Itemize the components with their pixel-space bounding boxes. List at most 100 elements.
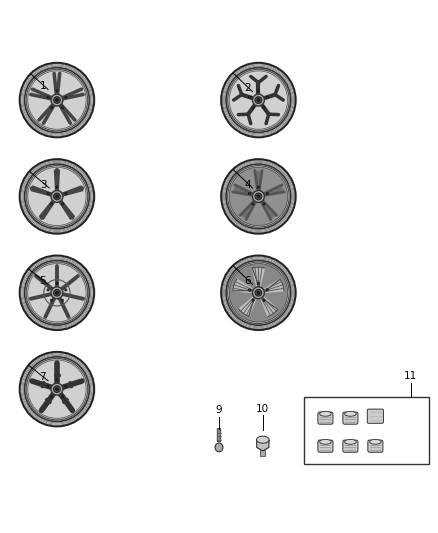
FancyBboxPatch shape (343, 440, 358, 453)
Circle shape (56, 282, 58, 285)
Circle shape (26, 358, 88, 420)
Circle shape (61, 203, 64, 205)
Text: 3: 3 (41, 180, 47, 190)
Circle shape (65, 385, 67, 387)
Circle shape (51, 383, 63, 395)
Circle shape (50, 395, 53, 398)
FancyBboxPatch shape (343, 412, 358, 424)
Ellipse shape (215, 443, 223, 452)
Circle shape (47, 289, 49, 291)
Circle shape (248, 192, 251, 195)
Circle shape (53, 289, 60, 296)
Circle shape (257, 90, 260, 92)
Wedge shape (255, 171, 261, 190)
Circle shape (53, 386, 60, 392)
Circle shape (229, 264, 288, 322)
Circle shape (229, 264, 288, 322)
Polygon shape (239, 296, 257, 317)
Polygon shape (39, 104, 54, 123)
FancyBboxPatch shape (367, 409, 383, 423)
Circle shape (51, 190, 63, 203)
Polygon shape (60, 104, 75, 123)
Circle shape (248, 289, 251, 291)
Circle shape (61, 395, 64, 398)
Text: 2: 2 (244, 83, 251, 93)
Circle shape (56, 90, 58, 92)
Circle shape (56, 186, 58, 188)
FancyBboxPatch shape (217, 429, 221, 442)
Circle shape (26, 69, 88, 131)
Circle shape (25, 164, 89, 229)
Circle shape (255, 193, 262, 200)
Circle shape (252, 190, 265, 203)
Circle shape (226, 164, 291, 229)
Circle shape (47, 385, 49, 387)
Circle shape (61, 107, 64, 109)
Circle shape (266, 192, 268, 195)
Circle shape (47, 96, 49, 98)
Circle shape (257, 282, 260, 285)
Text: 10: 10 (256, 404, 269, 414)
Text: 6: 6 (244, 276, 251, 286)
Circle shape (25, 261, 89, 325)
Text: 4: 4 (244, 180, 251, 190)
Circle shape (65, 192, 67, 195)
Ellipse shape (345, 411, 356, 416)
Circle shape (26, 166, 88, 227)
Circle shape (53, 193, 60, 200)
Polygon shape (257, 437, 269, 451)
Circle shape (263, 107, 265, 109)
Polygon shape (62, 89, 83, 99)
Circle shape (252, 94, 265, 106)
Ellipse shape (257, 436, 269, 443)
Text: 5: 5 (39, 276, 46, 286)
Circle shape (229, 71, 288, 129)
Circle shape (56, 99, 58, 102)
Circle shape (25, 68, 89, 132)
Bar (304, 397, 429, 464)
Circle shape (221, 255, 296, 330)
Wedge shape (261, 201, 276, 219)
Circle shape (255, 96, 262, 103)
Circle shape (229, 167, 288, 225)
Circle shape (263, 299, 265, 302)
Circle shape (228, 262, 289, 324)
Polygon shape (252, 267, 265, 288)
FancyBboxPatch shape (318, 412, 333, 424)
Circle shape (56, 379, 58, 381)
FancyBboxPatch shape (318, 440, 333, 453)
Circle shape (221, 63, 296, 138)
Wedge shape (265, 185, 283, 195)
Circle shape (56, 387, 58, 391)
Circle shape (26, 262, 88, 324)
Circle shape (257, 292, 260, 294)
Circle shape (53, 96, 60, 103)
Circle shape (20, 63, 94, 138)
Text: 7: 7 (39, 372, 46, 382)
Circle shape (228, 166, 289, 227)
Polygon shape (260, 296, 278, 317)
Circle shape (20, 159, 94, 233)
Circle shape (28, 264, 86, 322)
Bar (260, 450, 265, 456)
Circle shape (51, 94, 63, 106)
FancyBboxPatch shape (368, 440, 383, 453)
Circle shape (47, 192, 49, 195)
Wedge shape (241, 201, 255, 219)
Polygon shape (54, 73, 60, 94)
Circle shape (25, 357, 89, 422)
Text: 9: 9 (215, 406, 223, 415)
Text: 11: 11 (404, 372, 417, 381)
Text: 1: 1 (39, 81, 46, 91)
Polygon shape (233, 279, 254, 293)
Circle shape (252, 287, 265, 298)
Circle shape (266, 96, 268, 98)
Circle shape (50, 203, 53, 205)
Circle shape (248, 96, 251, 98)
Circle shape (226, 68, 291, 132)
Circle shape (226, 261, 291, 325)
Polygon shape (31, 89, 52, 99)
Ellipse shape (320, 411, 331, 416)
Circle shape (266, 289, 268, 291)
Circle shape (50, 107, 53, 109)
